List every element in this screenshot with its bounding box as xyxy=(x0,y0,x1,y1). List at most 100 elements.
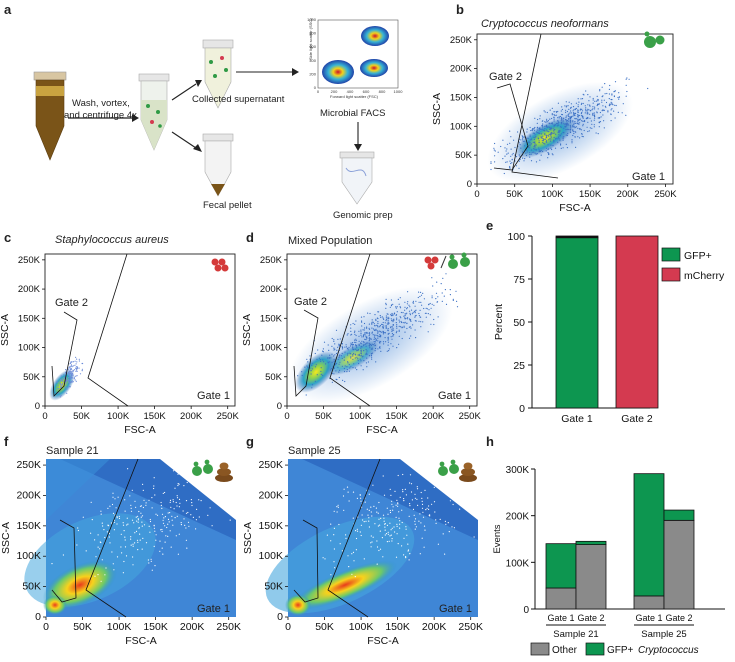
scatter-dot xyxy=(341,343,343,345)
scatter-dot xyxy=(513,139,515,141)
scatter-dot xyxy=(537,132,540,134)
scatter-dot xyxy=(212,464,214,466)
scatter-dot xyxy=(431,503,433,505)
gate2-label-b: Gate 2 xyxy=(489,71,522,83)
scatter-dot xyxy=(564,123,566,125)
scatter-dot xyxy=(387,333,389,335)
scatter-dot xyxy=(149,518,151,521)
scatter-dot xyxy=(447,522,449,524)
x-tick-label: 150K xyxy=(385,621,410,633)
legend-label: GFP+ xyxy=(607,645,634,656)
scatter-dot xyxy=(396,317,398,319)
scatter-dot xyxy=(418,315,420,317)
scatter-plot-d: Gate 2 Gate 1 Mixed Population xyxy=(286,235,478,407)
scatter-dot xyxy=(549,128,551,131)
scatter-dot xyxy=(509,142,511,144)
scatter-dot xyxy=(354,339,356,341)
bar-gfp-cryptococcus xyxy=(545,543,577,589)
scatter-dot xyxy=(166,526,168,529)
scatter-dot xyxy=(145,504,147,506)
scatter-dot xyxy=(390,494,392,496)
scatter-dot xyxy=(385,317,387,319)
mixed-icon xyxy=(424,252,470,270)
scatter-dot xyxy=(594,106,596,108)
scatter-dot xyxy=(167,535,169,538)
y-tick-label: 150K xyxy=(450,92,473,103)
scatter-dot xyxy=(339,369,341,371)
scatter-dot xyxy=(605,101,608,104)
scatter-dot xyxy=(401,545,403,547)
scatter-dot xyxy=(560,133,562,135)
scatter-dot xyxy=(346,334,348,336)
scatter-dot xyxy=(588,109,590,111)
scatter-dot xyxy=(527,146,529,148)
scatter-dot xyxy=(561,121,563,123)
scatter-dot xyxy=(581,135,583,137)
scatter-dot xyxy=(311,384,314,386)
scatter-dot xyxy=(341,550,343,552)
scatter-dot xyxy=(337,346,339,348)
scatter-dot xyxy=(369,347,371,349)
scatter-dot xyxy=(581,133,583,135)
scatter-dot xyxy=(342,379,344,381)
y-tick-label: 200K xyxy=(16,489,41,501)
scatter-dot xyxy=(400,317,402,319)
scatter-dot xyxy=(540,136,542,138)
scatter-dot xyxy=(401,509,403,511)
legend-swatch xyxy=(661,247,681,262)
scatter-dot xyxy=(556,111,558,113)
scatter-dot xyxy=(339,543,341,545)
scatter-dot xyxy=(143,499,145,501)
scatter-dot xyxy=(377,325,379,327)
scatter-dot xyxy=(405,528,407,530)
scatter-dot xyxy=(159,550,161,552)
scatter-dot xyxy=(572,120,574,122)
scatter-dot xyxy=(68,373,71,375)
scatter-dot xyxy=(113,569,115,571)
scatter-dot xyxy=(76,370,78,372)
scatter-dot xyxy=(63,376,65,379)
scatter-dot xyxy=(541,120,543,122)
scatter-dot xyxy=(397,503,399,505)
scatter-dot xyxy=(568,128,570,131)
scatter-dot xyxy=(309,355,311,357)
scatter-dot xyxy=(592,106,594,108)
scatter-dot xyxy=(229,519,231,521)
scatter-dot xyxy=(384,523,386,525)
scatter-dot xyxy=(354,333,356,335)
scatter-dot xyxy=(593,112,595,114)
scatter-dot xyxy=(582,116,584,118)
scatter-dot xyxy=(151,497,153,499)
scatter-dot xyxy=(363,521,365,523)
scatter-dot xyxy=(66,388,68,390)
scatter-dot xyxy=(149,531,151,533)
scatter-dot xyxy=(422,321,424,323)
scatter-dot xyxy=(161,513,164,515)
scatter-dot xyxy=(379,346,381,348)
scatter-dot xyxy=(141,525,143,527)
scatter-dot xyxy=(354,576,356,578)
scatter-dot xyxy=(363,316,365,318)
scatter-dot xyxy=(339,361,341,363)
scatter-dot xyxy=(551,153,553,155)
scatter-dot xyxy=(598,126,600,128)
scatter-dot xyxy=(363,341,365,343)
scatter-dot xyxy=(116,517,118,519)
scatter-dot xyxy=(307,361,309,363)
scatter-dot xyxy=(358,335,360,337)
scatter-dot xyxy=(185,473,187,475)
scatter-dot xyxy=(603,127,605,129)
scatter-dot xyxy=(537,118,539,121)
scatter-dot xyxy=(600,116,602,118)
scatter-dot xyxy=(406,534,408,536)
scatter-dot xyxy=(562,139,564,141)
gate2-label-d: Gate 2 xyxy=(294,296,327,308)
scatter-dot xyxy=(544,127,546,129)
scatter-dot xyxy=(76,544,78,546)
legend-label: GFP+ xyxy=(684,250,712,262)
x-tick-label: 100K xyxy=(349,411,372,422)
scatter-dot xyxy=(385,302,387,304)
scatter-dot xyxy=(396,306,398,308)
scatter-dot xyxy=(97,534,99,536)
scatter-dot xyxy=(346,354,349,356)
